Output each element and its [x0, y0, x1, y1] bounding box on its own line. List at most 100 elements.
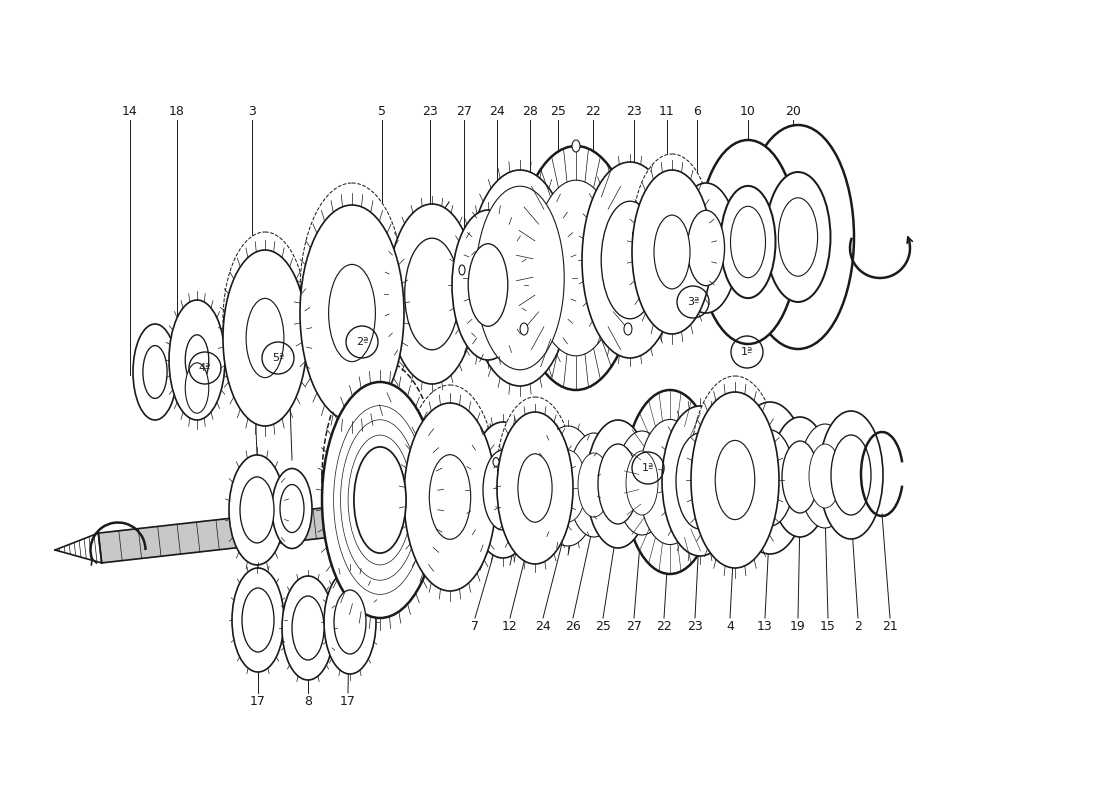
Text: 17: 17	[250, 695, 266, 708]
Ellipse shape	[632, 170, 712, 334]
Text: 14: 14	[122, 105, 138, 118]
Ellipse shape	[602, 202, 659, 318]
Text: 19: 19	[790, 620, 806, 633]
Ellipse shape	[185, 334, 209, 385]
Ellipse shape	[229, 455, 285, 565]
Ellipse shape	[280, 485, 304, 533]
Text: 2: 2	[854, 620, 862, 633]
Ellipse shape	[578, 453, 610, 517]
Text: 24: 24	[490, 105, 505, 118]
Ellipse shape	[246, 298, 284, 378]
Ellipse shape	[582, 162, 678, 358]
Ellipse shape	[799, 424, 851, 528]
Text: 28: 28	[522, 105, 538, 118]
Ellipse shape	[322, 382, 438, 618]
Text: 1ª: 1ª	[741, 347, 754, 357]
Text: 22: 22	[656, 620, 672, 633]
Ellipse shape	[143, 346, 167, 398]
Text: 4: 4	[726, 620, 734, 633]
Ellipse shape	[354, 447, 406, 553]
Ellipse shape	[538, 426, 598, 546]
Text: 17: 17	[248, 389, 263, 402]
Ellipse shape	[746, 430, 794, 526]
Ellipse shape	[483, 450, 522, 530]
Ellipse shape	[550, 450, 586, 522]
Text: 2ª: 2ª	[355, 337, 368, 347]
Text: 13: 13	[757, 620, 773, 633]
Ellipse shape	[766, 172, 830, 302]
Ellipse shape	[488, 214, 551, 342]
Ellipse shape	[691, 376, 779, 552]
Ellipse shape	[404, 403, 496, 591]
Ellipse shape	[572, 140, 580, 152]
Text: 24: 24	[535, 620, 551, 633]
Ellipse shape	[730, 206, 766, 278]
Text: 21: 21	[882, 620, 898, 633]
Text: 27: 27	[626, 620, 642, 633]
Ellipse shape	[242, 588, 274, 652]
Text: 9: 9	[286, 389, 294, 402]
Ellipse shape	[322, 360, 438, 596]
Text: 10: 10	[740, 105, 756, 118]
Ellipse shape	[272, 469, 312, 549]
Ellipse shape	[469, 422, 537, 558]
Text: 23: 23	[626, 105, 642, 118]
Ellipse shape	[240, 477, 274, 543]
Ellipse shape	[405, 238, 460, 350]
Ellipse shape	[568, 433, 620, 537]
Ellipse shape	[586, 420, 650, 548]
Text: 3: 3	[249, 105, 256, 118]
Ellipse shape	[626, 451, 658, 515]
Ellipse shape	[223, 250, 307, 426]
Ellipse shape	[639, 419, 702, 545]
Ellipse shape	[624, 390, 716, 574]
Ellipse shape	[282, 576, 334, 680]
Ellipse shape	[468, 170, 572, 386]
Ellipse shape	[476, 186, 564, 370]
Ellipse shape	[223, 232, 307, 408]
Ellipse shape	[674, 183, 738, 313]
Ellipse shape	[388, 204, 476, 384]
Ellipse shape	[329, 264, 375, 362]
Ellipse shape	[662, 406, 738, 556]
Text: 23: 23	[688, 620, 703, 633]
Ellipse shape	[688, 210, 725, 286]
Text: 1: 1	[402, 389, 409, 402]
Text: 22: 22	[585, 105, 601, 118]
Text: 11: 11	[659, 105, 675, 118]
Text: 5: 5	[378, 105, 386, 118]
Ellipse shape	[820, 411, 883, 539]
Text: 5ª: 5ª	[272, 353, 284, 363]
Ellipse shape	[732, 402, 808, 554]
Ellipse shape	[469, 244, 508, 326]
Ellipse shape	[516, 146, 636, 390]
Ellipse shape	[632, 154, 712, 318]
Ellipse shape	[808, 444, 842, 508]
Ellipse shape	[497, 412, 573, 564]
Ellipse shape	[232, 568, 284, 672]
Ellipse shape	[324, 570, 376, 674]
Ellipse shape	[720, 186, 775, 298]
Ellipse shape	[598, 444, 638, 524]
Ellipse shape	[404, 385, 496, 573]
Text: 4ª: 4ª	[199, 363, 211, 373]
Text: 25: 25	[550, 105, 565, 118]
Text: 18: 18	[169, 105, 185, 118]
Ellipse shape	[429, 454, 471, 539]
Text: 27: 27	[456, 105, 472, 118]
Text: 26: 26	[565, 620, 581, 633]
Ellipse shape	[334, 590, 366, 654]
Ellipse shape	[624, 323, 632, 335]
Text: 1ª: 1ª	[642, 463, 654, 473]
Ellipse shape	[830, 435, 871, 515]
Ellipse shape	[520, 323, 528, 335]
Ellipse shape	[518, 454, 552, 522]
Ellipse shape	[782, 441, 818, 513]
Text: 20: 20	[785, 105, 801, 118]
Text: 17: 17	[340, 695, 356, 708]
Text: 12: 12	[502, 620, 518, 633]
Ellipse shape	[616, 431, 668, 535]
Ellipse shape	[532, 180, 619, 356]
Ellipse shape	[169, 300, 226, 420]
Ellipse shape	[300, 183, 404, 399]
